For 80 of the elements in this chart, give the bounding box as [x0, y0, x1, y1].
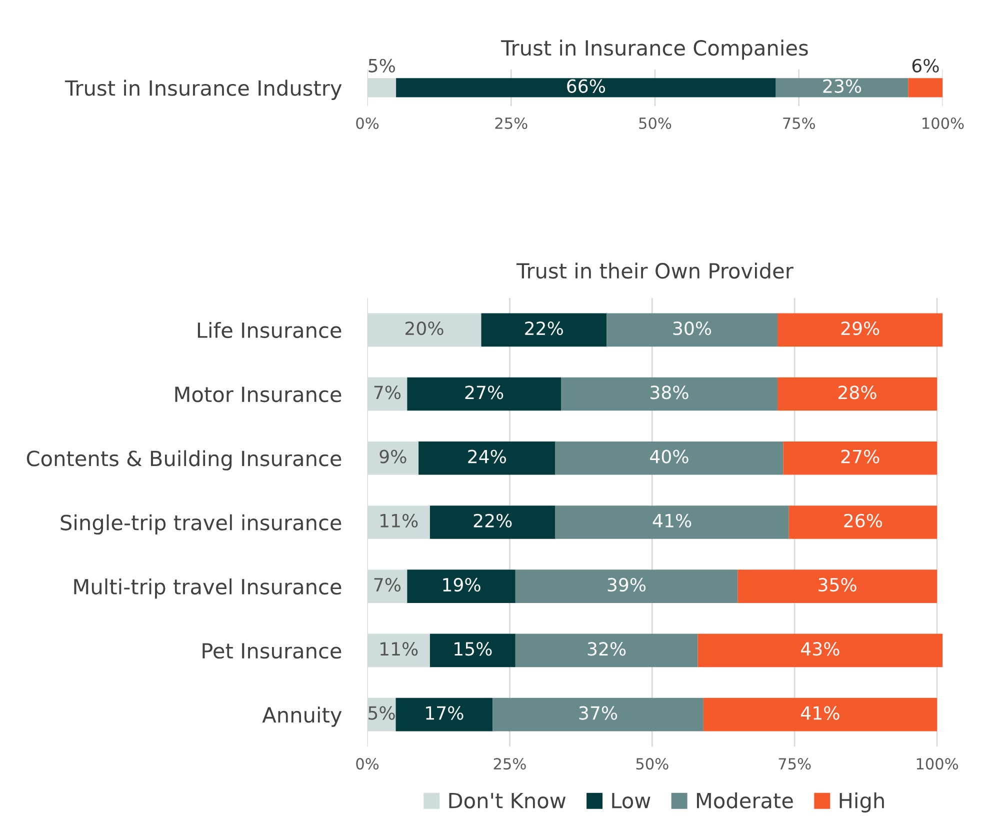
bar	[407, 570, 516, 604]
x-tick-label: 0%	[356, 758, 379, 770]
bar	[788, 506, 938, 539]
data-label: 22%	[474, 514, 512, 528]
data-label: 24%	[468, 450, 506, 464]
bar	[777, 313, 943, 347]
legend-label: Low	[612, 792, 650, 808]
data-label: 32%	[588, 642, 626, 656]
data-label: 11%	[380, 642, 418, 656]
bar	[492, 698, 704, 732]
data-label: 41%	[652, 514, 692, 528]
data-label: 7%	[374, 386, 401, 400]
data-label: 43%	[801, 642, 840, 656]
data-label: 26%	[844, 514, 882, 528]
data-label: 29%	[841, 321, 880, 336]
x-tick-label: 25%	[494, 758, 526, 770]
y-tick-label: Contents & Building Insurance	[26, 450, 342, 470]
data-label: 66%	[567, 79, 606, 93]
bar	[606, 313, 778, 347]
legend-label: Moderate	[696, 792, 793, 808]
x-tick-label: 75%	[778, 758, 811, 770]
bar	[777, 377, 938, 411]
data-label: 40%	[650, 450, 688, 464]
bar	[396, 78, 776, 98]
data-label: 19%	[443, 578, 480, 592]
y-tick-label: Motor Insurance	[175, 386, 342, 402]
data-label: 38%	[650, 386, 688, 400]
bar	[515, 570, 738, 604]
data-label: 27%	[841, 450, 880, 464]
data-label: 30%	[673, 321, 712, 336]
bar	[515, 634, 698, 668]
x-tick-label: 75%	[783, 117, 815, 130]
bar	[783, 441, 938, 475]
legend-label: High	[840, 792, 884, 812]
data-label: 27%	[465, 386, 504, 400]
data-label: 9%	[380, 450, 406, 464]
data-label: 7%	[374, 578, 401, 592]
data-label: 6%	[912, 58, 939, 72]
data-label: 5%	[368, 706, 395, 720]
y-tick-label: Pet Insurance	[202, 643, 342, 659]
x-tick-label: 50%	[639, 117, 672, 130]
bar	[776, 78, 908, 98]
data-label: 35%	[818, 578, 856, 592]
bar	[430, 634, 516, 668]
legend-label: Don't Know	[449, 792, 566, 808]
data-label: 28%	[838, 386, 876, 400]
y-tick-label: Trust in Insurance Industry	[65, 80, 342, 100]
x-tick-label: 100%	[916, 758, 958, 770]
bar	[703, 698, 938, 732]
text: Trust in Insurance Companies	[501, 40, 808, 60]
x-tick-label: 50%	[636, 758, 668, 770]
bar	[430, 506, 556, 539]
y-tick-label: Life Insurance	[198, 322, 342, 338]
data-label: 22%	[525, 321, 563, 336]
bar	[908, 78, 943, 98]
data-label: 37%	[579, 706, 618, 720]
chart-title: Trust in their Own Provider	[516, 262, 794, 279]
x-tick-label: 100%	[922, 117, 964, 130]
bar	[418, 441, 556, 475]
data-label: 11%	[380, 514, 418, 528]
data-label: 17%	[426, 706, 464, 720]
bar	[555, 441, 784, 475]
bar	[396, 698, 493, 732]
y-tick-label: Single-trip travel insurance	[60, 514, 342, 534]
bar	[738, 570, 938, 604]
data-label: 15%	[454, 642, 492, 656]
y-tick-label: Annuity	[262, 706, 342, 727]
y-tick-label: Multi-trip travel Insurance	[74, 578, 342, 599]
bar	[560, 377, 778, 411]
data-label: 5%	[368, 58, 395, 72]
x-tick-label: 0%	[356, 117, 379, 130]
data-label: 23%	[823, 79, 862, 93]
x-tick-label: 25%	[495, 117, 528, 130]
bar	[481, 313, 607, 347]
bar	[407, 377, 561, 411]
data-label: 39%	[608, 578, 646, 592]
bar	[555, 506, 789, 539]
bar	[698, 634, 943, 668]
data-label: 41%	[801, 706, 840, 720]
data-label: 20%	[406, 321, 444, 336]
